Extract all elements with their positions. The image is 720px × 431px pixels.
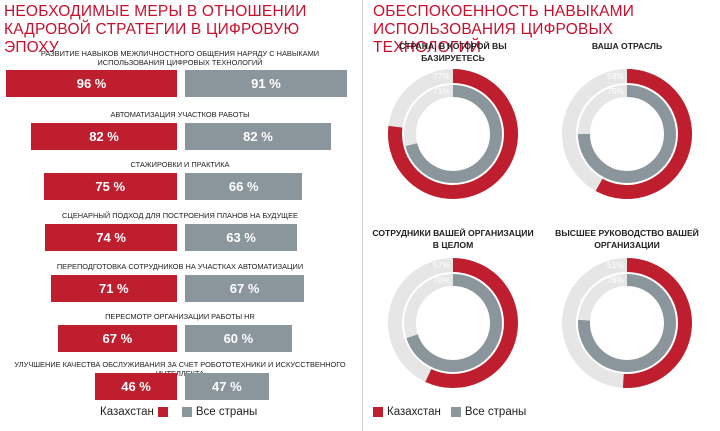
donut-chart: 77% 71% (388, 69, 518, 199)
bar-all-countries: 91 % (185, 70, 347, 97)
left-title-line2: КАДРОВОЙ СТРАТЕГИИ В ЦИФРОВУЮ ЭПОХУ (4, 21, 300, 56)
bar-all-countries: 47 % (185, 373, 269, 400)
bar-category-label: РАЗВИТИЕ НАВЫКОВ МЕЖЛИЧНОСТНОГО ОБЩЕНИЯ … (40, 49, 320, 67)
legend-item-all-countries: Все страны (450, 406, 527, 418)
bar-category-label: АВТОМАТИЗАЦИЯ УЧАСТКОВ РАБОТЫ (110, 110, 250, 119)
donut-value-all-countries: 75% (607, 86, 624, 96)
donut-title-line1: СОТРУДНИКИ ВАШЕЙ ОРГАНИЗАЦИИ (372, 228, 534, 238)
left-legend: Казахстан Все страны (100, 406, 267, 418)
donut-arc-kazakhstan (622, 258, 692, 388)
bar-value-label: 66 % (228, 179, 259, 194)
donut-title: СТРАНА, В КОТОРОЙ ВЫ БАЗИРУЕТЕСЬ (368, 40, 538, 64)
bar-category-label: ПЕРЕПОДГОТОВКА СОТРУДНИКОВ НА УЧАСТКАХ А… (56, 262, 304, 271)
bar-all-countries: 60 % (185, 325, 292, 352)
bar-kazakhstan: 75 % (43, 173, 177, 200)
donut-value-all-countries: 70% (433, 275, 450, 285)
donut-value-kazakhstan: 57% (433, 260, 450, 270)
donut-chart: 51% 76% (562, 258, 692, 388)
left-panel-title: НЕОБХОДИМЫЕ МЕРЫ В ОТНОШЕНИИ КАДРОВОЙ СТ… (4, 3, 354, 57)
donut-chart: 57% 70% (388, 258, 518, 388)
donut-title-line1: ВЫСШЕЕ РУКОВОДСТВО ВАШЕЙ (555, 228, 699, 238)
bar-all-countries: 82 % (185, 123, 331, 150)
donut-value-kazakhstan: 58% (607, 71, 624, 81)
donut-title-line1: СТРАНА, В КОТОРОЙ ВЫ БАЗИРУЕТЕСЬ (399, 41, 507, 63)
bar-value-label: 91 % (251, 76, 281, 91)
legend-label-kazakhstan: Казахстан (387, 406, 441, 418)
bar-value-label: 47 % (212, 379, 242, 394)
bar-all-countries: 63 % (185, 224, 298, 251)
bar-value-label: 96 % (76, 76, 107, 91)
legend-item-kazakhstan: Казахстан (100, 406, 172, 418)
bar-value-label: 74 % (96, 230, 126, 245)
donut-title: ВЫСШЕЕ РУКОВОДСТВО ВАШЕЙ ОРГАНИЗАЦИИ (542, 227, 712, 251)
donut-title: СОТРУДНИКИ ВАШЕЙ ОРГАНИЗАЦИИ В ЦЕЛОМ (368, 227, 538, 251)
bar-value-label: 82 % (89, 129, 119, 144)
right-legend: Казахстан Все страны (373, 406, 536, 418)
donut-arc-kazakhstan (595, 69, 692, 199)
donut-arc-all-countries (578, 274, 676, 372)
donut-value-kazakhstan: 77% (433, 71, 450, 81)
legend-label-all-countries: Все страны (195, 406, 258, 418)
bar-kazakhstan: 74 % (45, 224, 177, 251)
legend-item-all-countries: Все страны (181, 406, 258, 418)
bar-category-label: СЦЕНАРНЫЙ ПОДХОД ДЛЯ ПОСТРОЕНИЯ ПЛАНОВ Н… (62, 211, 298, 220)
bar-value-label: 60 % (223, 331, 254, 346)
legend-swatch-kazakhstan (157, 407, 168, 417)
legend-label-kazakhstan: Казахстан (100, 406, 154, 418)
donut-arc-kazakhstan (388, 69, 518, 199)
bar-value-label: 75 % (95, 179, 126, 194)
legend-swatch-kazakhstan (373, 407, 383, 417)
donut-chart: 58% 75% (562, 69, 692, 199)
legend-swatch-all-countries (450, 407, 461, 417)
bar-kazakhstan: 71 % (50, 275, 177, 302)
bar-kazakhstan: 82 % (31, 123, 177, 150)
bar-all-countries: 67 % (185, 275, 305, 302)
donut-value-kazakhstan: 51% (607, 260, 624, 270)
bar-value-label: 82 % (243, 129, 273, 144)
bar-value-label: 71 % (98, 281, 129, 296)
bar-value-label: 67 % (229, 281, 260, 296)
donut-title: ВАША ОТРАСЛЬ (542, 40, 712, 52)
bar-kazakhstan: 96 % (6, 70, 177, 97)
bar-value-label: 63 % (226, 230, 256, 245)
right-panel-title: ОБЕСПОКОЕННОСТЬ НАВЫКАМИ ИСПОЛЬЗОВАНИЯ Ц… (373, 3, 718, 57)
legend-swatch-all-countries (181, 407, 192, 417)
bar-category-label: УЛУЧШЕНИЕ КАЧЕСТВА ОБСЛУЖИВАНИЯ ЗА СЧЕТ … (14, 360, 346, 378)
legend-item-kazakhstan: Казахстан (373, 406, 441, 418)
bar-value-label: 67 % (102, 331, 133, 346)
bar-value-label: 46 % (121, 379, 151, 394)
donut-title-line1: ВАША ОТРАСЛЬ (591, 41, 663, 51)
donut-arc-kazakhstan (425, 258, 518, 388)
donut-arc-all-countries (405, 85, 502, 183)
donut-value-all-countries: 71% (433, 86, 450, 96)
donut-value-all-countries: 76% (607, 275, 624, 285)
bar-all-countries: 66 % (185, 173, 303, 200)
bar-category-label: ПЕРЕСМОТР ОРГАНИЗАЦИИ РАБОТЫ HR (105, 312, 255, 321)
bar-category-label: СТАЖИРОВКИ И ПРАКТИКА (130, 160, 230, 169)
right-title-line1: ОБЕСПОКОЕННОСТЬ НАВЫКАМИ (373, 3, 635, 20)
legend-label-all-countries: Все страны (464, 406, 527, 418)
panel-divider (362, 0, 363, 431)
donut-title-line2: В ЦЕЛОМ (432, 240, 474, 250)
bar-kazakhstan: 46 % (95, 373, 177, 400)
donut-arc-all-countries (578, 85, 676, 183)
donut-arc-all-countries (406, 274, 502, 372)
right-title-line2: ИСПОЛЬЗОВАНИЯ ЦИФРОВЫХ ТЕХНОЛОГИЙ (373, 21, 614, 56)
bar-kazakhstan: 67 % (57, 325, 177, 352)
left-title-line1: НЕОБХОДИМЫЕ МЕРЫ В ОТНОШЕНИИ (4, 3, 307, 20)
donut-title-line2: ОРГАНИЗАЦИИ (594, 240, 660, 250)
